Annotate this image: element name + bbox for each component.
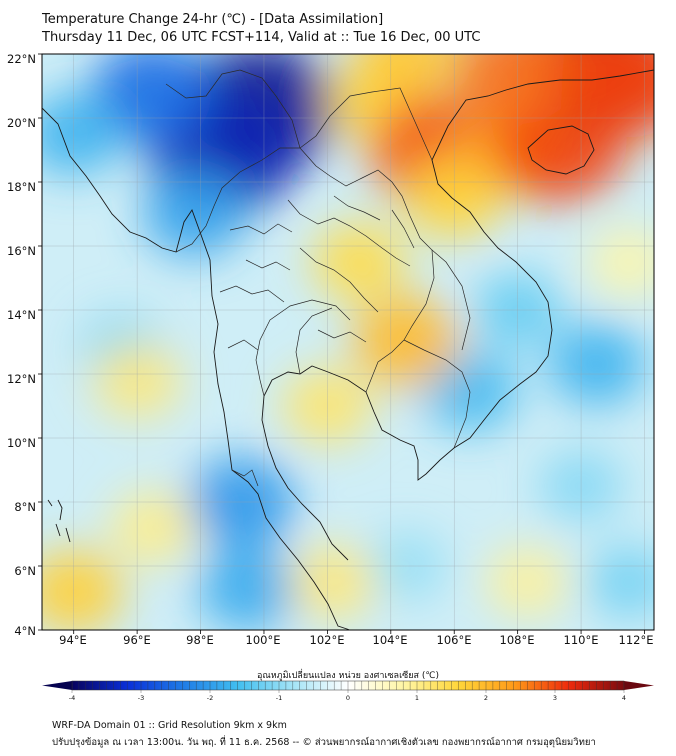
temperature-anomaly-blob bbox=[42, 92, 123, 176]
lat-label: 12°N bbox=[7, 372, 36, 386]
coastlines bbox=[41, 69, 655, 631]
temperature-anomaly-blob bbox=[42, 549, 124, 630]
mainland-coastline bbox=[41, 69, 655, 631]
lon-label: 104°E bbox=[372, 633, 408, 647]
temperature-anomaly-blob bbox=[586, 545, 654, 619]
colorbar-tick-label: -3 bbox=[137, 694, 145, 702]
colorbar-high-extend bbox=[624, 681, 654, 690]
colorbar-tick-label: -1 bbox=[275, 694, 283, 702]
graticule bbox=[38, 53, 655, 634]
lon-label: 112°E bbox=[618, 633, 654, 647]
lat-label: 20°N bbox=[7, 116, 36, 130]
temperature-anomaly-blob bbox=[561, 54, 654, 138]
andaman-islands bbox=[47, 499, 71, 543]
colorbar-title: อุณหภูมิเปลี่ยนแปลง หน่วย องศาเซลเซียส (… bbox=[256, 671, 440, 681]
lat-label: 18°N bbox=[7, 180, 36, 194]
lon-label: 106°E bbox=[436, 633, 472, 647]
update-credit: ปรับปรุงข้อมูล ณ เวลา 13:00น. วัน พฤ. ที… bbox=[52, 737, 596, 748]
colorbar-tick-label: 3 bbox=[552, 694, 558, 702]
temperature-anomaly-blob bbox=[485, 546, 569, 618]
colorbar-ticks bbox=[71, 681, 625, 693]
lon-label: 96°E bbox=[123, 633, 151, 647]
temperature-anomaly-blob bbox=[311, 221, 407, 303]
temperature-anomaly-blob bbox=[588, 228, 654, 296]
lat-label: 10°N bbox=[7, 436, 36, 450]
lon-label: 98°E bbox=[186, 633, 214, 647]
lon-label: 94°E bbox=[59, 633, 87, 647]
temperature-field bbox=[42, 54, 654, 630]
lat-label: 4°N bbox=[14, 624, 36, 638]
lat-label: 22°N bbox=[7, 52, 36, 66]
lat-label: 16°N bbox=[7, 244, 36, 258]
lon-label: 100°E bbox=[245, 633, 281, 647]
temperature-anomaly-blob bbox=[355, 54, 458, 98]
temperature-anomaly-blob bbox=[290, 544, 378, 620]
lat-label: 6°N bbox=[14, 564, 36, 578]
colorbar-tick-label: 1 bbox=[414, 694, 420, 702]
lon-label: 108°E bbox=[499, 633, 535, 647]
temperature-change-map bbox=[38, 53, 655, 693]
country-borders bbox=[165, 69, 471, 487]
colorbar-tick-label: 4 bbox=[621, 694, 627, 702]
map-subtitle: Thursday 11 Dec, 06 UTC FCST+114, Valid … bbox=[42, 30, 481, 45]
model-info: WRF-DA Domain 01 :: Grid Resolution 9km … bbox=[52, 720, 287, 731]
colorbar-tick-label: -2 bbox=[206, 694, 214, 702]
lat-label: 8°N bbox=[14, 500, 36, 514]
hainan-coastline bbox=[527, 125, 595, 175]
colorbar-low-extend bbox=[42, 681, 72, 690]
temperature-anomaly-blob bbox=[353, 296, 460, 388]
colorbar-tick-label: -4 bbox=[68, 694, 76, 702]
temperature-anomaly-blob bbox=[110, 491, 196, 564]
temperature-anomaly-blob bbox=[143, 170, 246, 258]
colorbar bbox=[42, 680, 654, 693]
colorbar-tick-label: 0 bbox=[345, 694, 351, 702]
temperature-anomaly-blob bbox=[548, 323, 646, 406]
temperature-anomaly-blob bbox=[92, 54, 214, 144]
colorbar-tick-label: 2 bbox=[483, 694, 489, 702]
lat-label: 14°N bbox=[7, 308, 36, 322]
lon-label: 110°E bbox=[563, 633, 599, 647]
map-title: Temperature Change 24-hr (℃) - [Data Ass… bbox=[42, 12, 384, 27]
temperature-anomaly-blob bbox=[198, 546, 298, 630]
lon-label: 102°E bbox=[309, 633, 345, 647]
map-frame bbox=[41, 53, 655, 631]
